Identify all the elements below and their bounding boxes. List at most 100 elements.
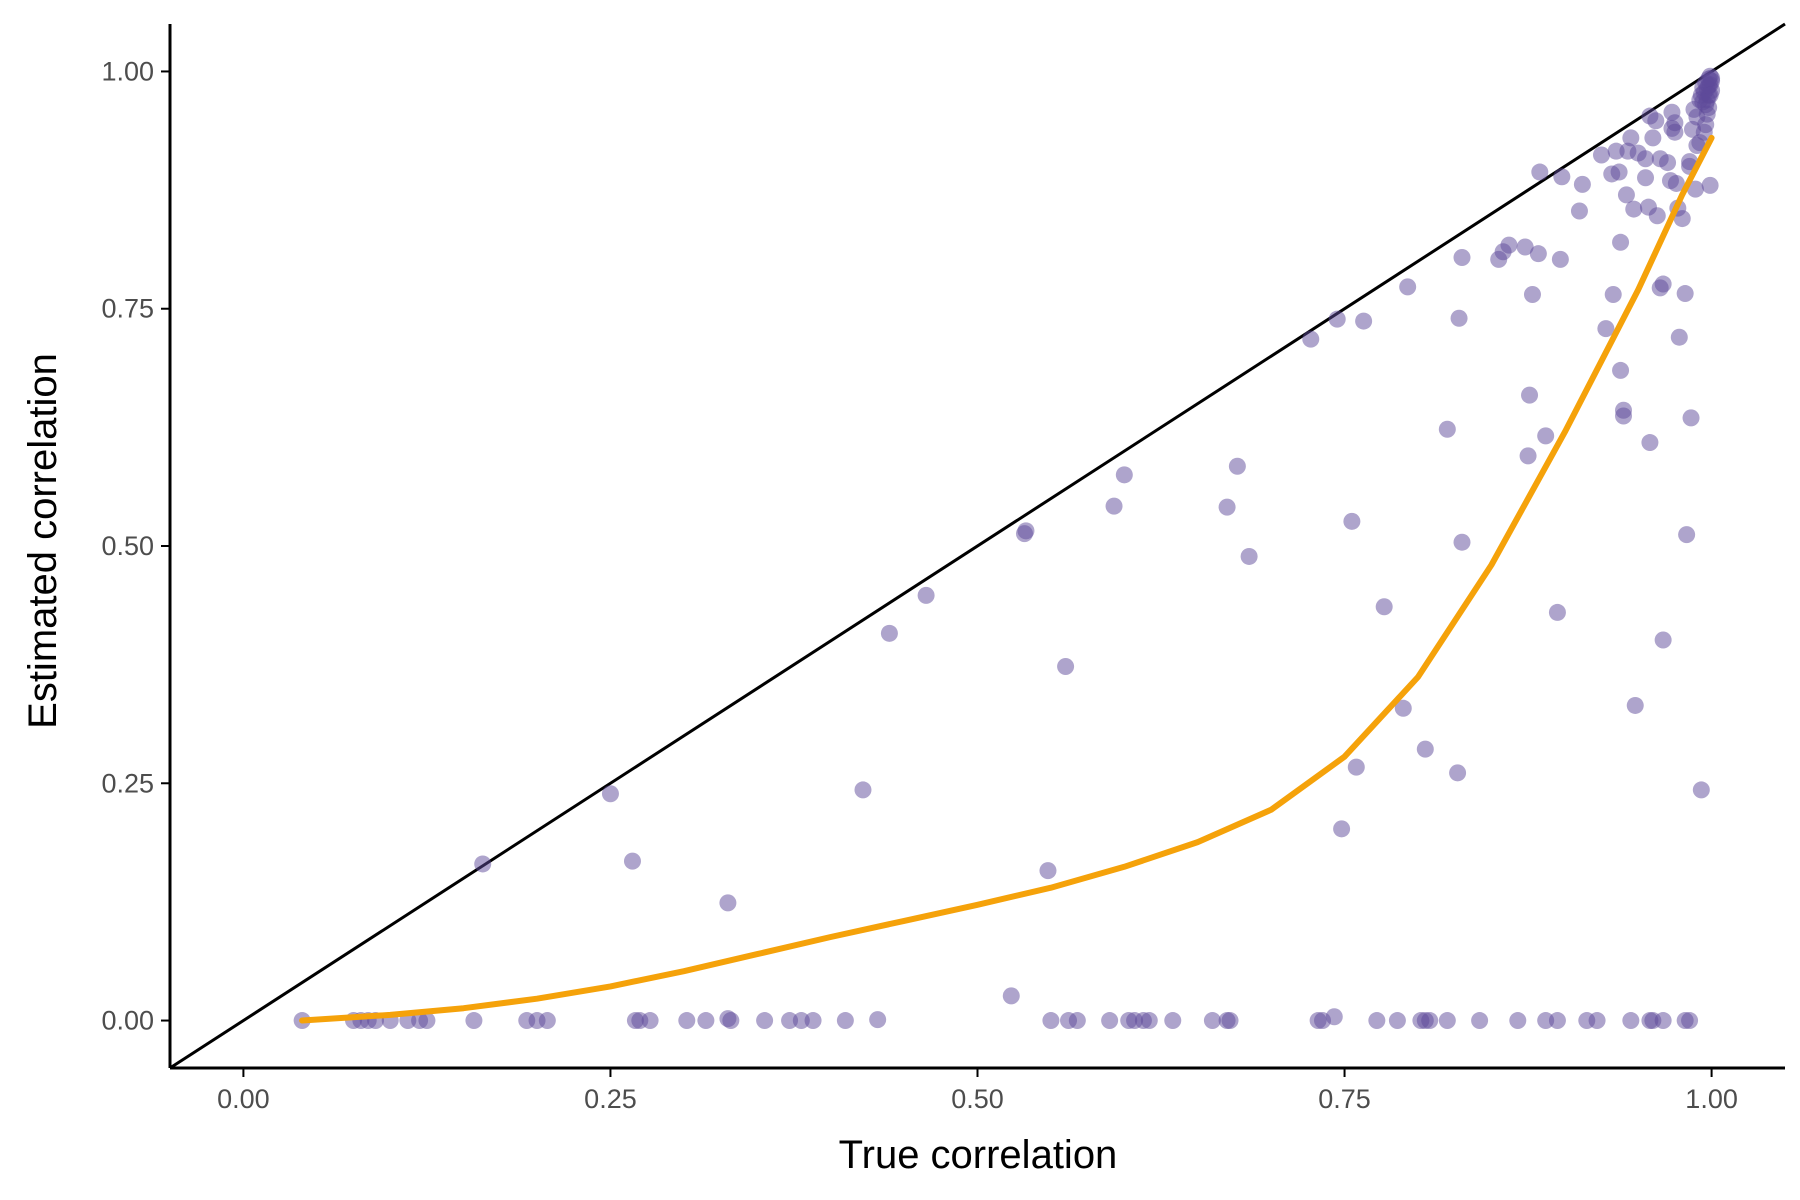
data-point bbox=[1622, 1012, 1640, 1030]
data-point bbox=[1039, 862, 1057, 880]
data-point bbox=[1368, 1012, 1386, 1030]
data-point bbox=[1670, 328, 1688, 346]
x-tick-label: 1.00 bbox=[1685, 1084, 1738, 1114]
data-point bbox=[880, 624, 898, 642]
data-point bbox=[1453, 533, 1471, 551]
data-point bbox=[917, 586, 935, 604]
data-point bbox=[1537, 1012, 1555, 1030]
data-point bbox=[1644, 129, 1662, 147]
data-point bbox=[1697, 96, 1715, 114]
data-point bbox=[1570, 202, 1588, 220]
data-point bbox=[1164, 1012, 1182, 1030]
data-point bbox=[1521, 386, 1539, 404]
data-point bbox=[1617, 186, 1635, 204]
data-point bbox=[1637, 169, 1655, 187]
y-tick-label: 0.00 bbox=[101, 1006, 154, 1036]
data-point bbox=[756, 1012, 774, 1030]
smooth-curve-layer bbox=[299, 134, 1715, 1024]
data-point bbox=[1140, 1012, 1158, 1030]
data-point bbox=[792, 1012, 810, 1030]
data-point bbox=[1228, 457, 1246, 475]
data-point bbox=[1347, 758, 1365, 776]
data-point bbox=[1681, 1012, 1699, 1030]
data-point bbox=[1438, 1012, 1456, 1030]
data-point bbox=[1553, 168, 1571, 186]
data-point bbox=[1641, 434, 1659, 452]
data-point bbox=[1240, 547, 1258, 565]
data-point bbox=[1678, 526, 1696, 544]
data-point bbox=[1115, 466, 1133, 484]
data-point bbox=[623, 852, 641, 870]
data-point bbox=[641, 1012, 659, 1030]
data-point bbox=[1612, 233, 1630, 251]
data-point bbox=[836, 1012, 854, 1030]
data-point bbox=[804, 1012, 822, 1030]
data-point bbox=[1333, 820, 1351, 838]
y-tick-label: 1.00 bbox=[101, 56, 154, 86]
data-point bbox=[1604, 285, 1622, 303]
data-point bbox=[678, 1012, 696, 1030]
y-tick-label: 0.25 bbox=[101, 768, 154, 798]
identity-line-layer bbox=[169, 22, 1786, 1070]
data-point bbox=[1676, 285, 1694, 303]
data-point bbox=[1516, 238, 1534, 256]
data-point bbox=[1325, 1008, 1343, 1026]
y-axis-title: Estimated correlation bbox=[21, 353, 65, 729]
y-tick-label: 0.50 bbox=[101, 531, 154, 561]
y-tick-label: 0.75 bbox=[101, 294, 154, 324]
data-point bbox=[1302, 330, 1320, 348]
data-point bbox=[1654, 1012, 1672, 1030]
data-point bbox=[1682, 409, 1700, 427]
data-point bbox=[1519, 447, 1537, 465]
data-point bbox=[1701, 176, 1719, 194]
data-point bbox=[1343, 512, 1361, 530]
data-point bbox=[1203, 1012, 1221, 1030]
identity-line bbox=[169, 22, 1786, 1070]
data-point bbox=[1622, 129, 1640, 147]
smooth-curve bbox=[299, 134, 1715, 1024]
x-axis-title: True correlation bbox=[839, 1133, 1118, 1177]
data-point bbox=[1101, 1012, 1119, 1030]
data-point bbox=[1450, 309, 1468, 327]
data-point bbox=[1068, 1012, 1086, 1030]
data-point bbox=[1355, 312, 1373, 330]
data-point bbox=[1667, 174, 1685, 192]
data-point bbox=[1328, 310, 1346, 328]
data-point bbox=[1654, 275, 1672, 293]
data-point bbox=[1666, 123, 1684, 141]
data-point bbox=[1002, 987, 1020, 1005]
data-point bbox=[1615, 407, 1632, 425]
x-tick-label: 0.00 bbox=[217, 1084, 270, 1114]
data-point bbox=[1654, 631, 1672, 649]
data-point bbox=[1548, 1012, 1566, 1030]
data-point bbox=[1523, 285, 1541, 303]
data-point bbox=[1648, 207, 1666, 225]
data-point bbox=[1531, 163, 1549, 181]
data-point bbox=[1471, 1012, 1489, 1030]
data-point bbox=[1537, 427, 1555, 445]
x-tick-label: 0.75 bbox=[1318, 1084, 1371, 1114]
data-point bbox=[1416, 740, 1434, 758]
data-point bbox=[1042, 1012, 1060, 1030]
data-point bbox=[1610, 163, 1628, 181]
data-point bbox=[1659, 154, 1677, 172]
data-point bbox=[1637, 150, 1655, 168]
data-point bbox=[1551, 250, 1569, 268]
data-point bbox=[1394, 699, 1412, 717]
data-point bbox=[1529, 245, 1547, 263]
axes-layer: 0.00 0.25 0.50 0.75 1.00 0.00 0.25 0.50 0.75 1.00 bbox=[101, 24, 1785, 1114]
data-point bbox=[1375, 598, 1393, 616]
data-point bbox=[1692, 781, 1710, 799]
data-point bbox=[1647, 112, 1665, 130]
data-point bbox=[1592, 146, 1610, 164]
data-point bbox=[854, 781, 872, 799]
data-point bbox=[1017, 522, 1035, 540]
data-point bbox=[1588, 1012, 1606, 1030]
data-point bbox=[781, 1012, 799, 1030]
data-point bbox=[1421, 1012, 1439, 1030]
data-point bbox=[1703, 69, 1721, 87]
data-point bbox=[538, 1012, 556, 1030]
data-point bbox=[1607, 142, 1625, 160]
